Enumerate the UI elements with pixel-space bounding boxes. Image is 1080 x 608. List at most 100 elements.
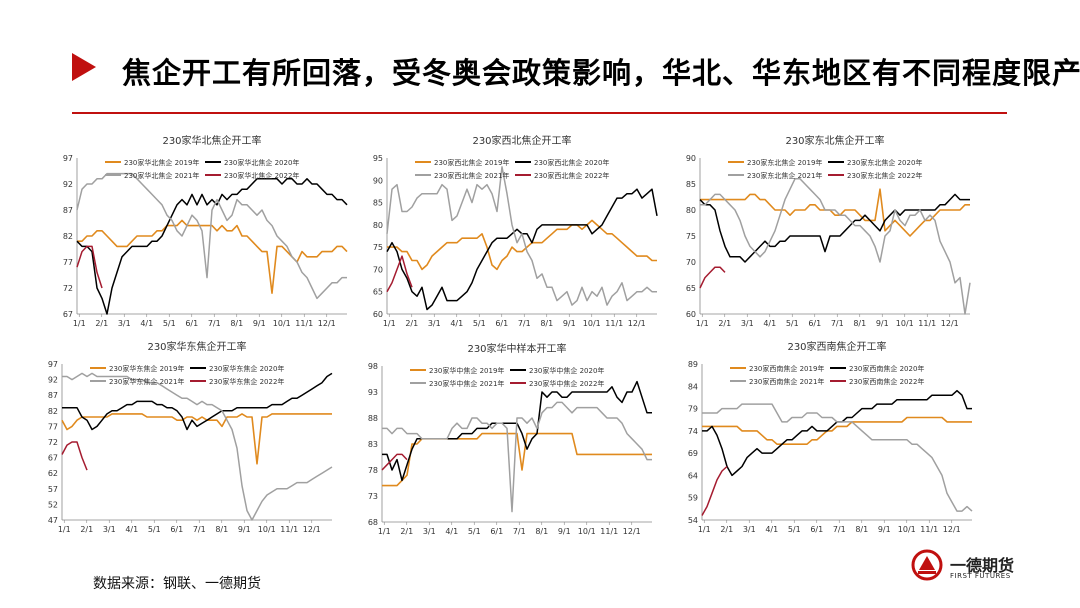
y-tick-label: 54 (688, 516, 698, 525)
legend-item: 230家东北焦企 2020年 (828, 158, 922, 167)
series-line-2019 (702, 416, 972, 445)
x-tick-label: 7/1 (208, 319, 221, 328)
x-tick-label: 6/1 (808, 319, 821, 328)
x-tick-label: 6/1 (810, 525, 823, 534)
y-tick-label: 98 (368, 362, 378, 371)
legend-label: 230家东北焦企 2020年 (847, 158, 922, 167)
legend-item: 230家华东焦企 2019年 (90, 364, 184, 373)
chart-title: 230家华北焦企开工率 (162, 134, 261, 147)
x-tick-label: 4/1 (125, 525, 138, 534)
chart-title: 230家东北焦企开工率 (785, 134, 884, 147)
x-tick-label: 3/1 (423, 527, 436, 536)
y-tick-label: 90 (373, 176, 383, 185)
legend-item: 230家华北焦企 2020年 (205, 158, 299, 167)
series-line-2019 (77, 219, 348, 294)
legend-label: 230家华中焦企 2021年 (429, 379, 504, 388)
x-tick-label: 8/1 (535, 527, 548, 536)
x-tick-label: 1/1 (698, 525, 711, 534)
chart-panel: 230家西北焦企开工率 60 65 70 75 80 85 90 95 1/1 2/1 3/1 4/1 5… (365, 132, 665, 332)
legend-item: 230家华北焦企 2021年 (105, 171, 199, 180)
legend-item: 230家西南焦企 2020年 (830, 364, 924, 373)
y-tick-label: 57 (48, 485, 58, 494)
y-tick-label: 68 (368, 518, 378, 527)
y-tick-label: 89 (688, 360, 698, 369)
x-tick-label: 1/1 (73, 319, 86, 328)
chart-svg: 230家华中样本开工率 68 73 78 83 88 93 98 1/1 2/1 3/1 4/1 5/1… (368, 342, 652, 536)
y-tick-label: 70 (686, 258, 696, 267)
series-line-2022 (386, 255, 413, 293)
legend-label: 230家华东焦企 2020年 (209, 364, 284, 373)
y-tick-label: 65 (686, 284, 696, 293)
x-tick-label: 12/1 (623, 527, 641, 536)
x-tick-label: 8/1 (230, 319, 243, 328)
series-line-2022 (76, 245, 103, 289)
x-tick-label: 9/1 (238, 525, 251, 534)
title-triangle-marker (72, 53, 96, 81)
chart-svg: 230家华东焦企开工率 47 52 57 62 67 72 77 82 87 92 97 1/1 2/1 3… (48, 340, 333, 534)
title-divider (72, 112, 1007, 114)
y-tick-label: 72 (48, 438, 58, 447)
logo-name: 一德期货 (950, 556, 1015, 575)
series-line-2020 (699, 193, 970, 263)
series-line-2020 (62, 372, 333, 431)
legend-label: 230家东北焦企 2022年 (847, 171, 922, 180)
y-tick-label: 82 (63, 232, 73, 241)
legend-label: 230家华中焦企 2020年 (529, 366, 604, 375)
legend-label: 230家西北焦企 2020年 (534, 158, 609, 167)
legend-label: 230家华东焦企 2022年 (209, 377, 284, 386)
legend-label: 230家华北焦企 2022年 (224, 171, 299, 180)
legend-item: 230家东北焦企 2019年 (728, 158, 822, 167)
series-line-2020 (76, 178, 348, 315)
legend-label: 230家西南焦企 2021年 (749, 377, 824, 386)
y-tick-label: 82 (48, 407, 58, 416)
x-tick-label: 10/1 (583, 319, 601, 328)
slide-header: 焦企开工有所回落，受冬奥会政策影响，华北、华东地区有不同程度限产 (0, 0, 1080, 120)
y-tick-label: 88 (368, 414, 378, 423)
y-tick-label: 77 (48, 422, 58, 431)
legend-label: 230家华东焦企 2019年 (109, 364, 184, 373)
legend-item: 230家华中焦企 2020年 (510, 366, 604, 375)
x-tick-label: 8/1 (855, 525, 868, 534)
x-tick-label: 9/1 (878, 525, 891, 534)
data-source-note: 数据来源：钢联、一德期货 (93, 576, 261, 592)
y-tick-label: 83 (368, 440, 378, 449)
x-tick-label: 12/1 (941, 319, 959, 328)
series-line-2021 (702, 403, 973, 512)
y-tick-label: 69 (688, 449, 698, 458)
y-tick-label: 92 (63, 180, 73, 189)
legend-label: 230家华东焦企 2021年 (109, 377, 184, 386)
legend-item: 230家华中焦企 2022年 (510, 379, 604, 388)
y-tick-label: 80 (686, 206, 696, 215)
y-tick-label: 60 (686, 310, 696, 319)
legend-item: 230家西北焦企 2022年 (515, 171, 609, 180)
series-line-2021 (700, 178, 971, 315)
legend-label: 230家华中焦企 2019年 (429, 366, 504, 375)
series-line-2022 (61, 441, 88, 471)
chart-title: 230家华东焦企开工率 (147, 340, 246, 353)
legend-item: 230家华北焦企 2022年 (205, 171, 299, 180)
legend-label: 230家西南焦企 2019年 (749, 364, 824, 373)
legend-item: 230家西南焦企 2021年 (730, 377, 824, 386)
y-tick-label: 67 (48, 454, 58, 463)
x-tick-label: 10/1 (898, 525, 916, 534)
x-tick-label: 5/1 (473, 319, 486, 328)
x-tick-label: 4/1 (140, 319, 153, 328)
x-tick-label: 11/1 (920, 525, 938, 534)
x-tick-label: 3/1 (743, 525, 756, 534)
x-tick-label: 2/1 (405, 319, 418, 328)
legend-item: 230家华北焦企 2019年 (105, 158, 199, 167)
y-tick-label: 78 (368, 466, 378, 475)
legend-item: 230家东北焦企 2022年 (828, 171, 922, 180)
x-tick-label: 5/1 (148, 525, 161, 534)
x-tick-label: 11/1 (280, 525, 298, 534)
y-tick-label: 95 (373, 154, 383, 163)
x-tick-label: 7/1 (518, 319, 531, 328)
legend-label: 230家东北焦企 2021年 (747, 171, 822, 180)
legend-label: 230家华北焦企 2020年 (224, 158, 299, 167)
y-tick-label: 97 (48, 360, 58, 369)
x-tick-label: 12/1 (318, 319, 336, 328)
series-line-2019 (387, 219, 657, 271)
x-tick-label: 2/1 (720, 525, 733, 534)
y-tick-label: 60 (373, 310, 383, 319)
y-tick-label: 47 (48, 516, 58, 525)
